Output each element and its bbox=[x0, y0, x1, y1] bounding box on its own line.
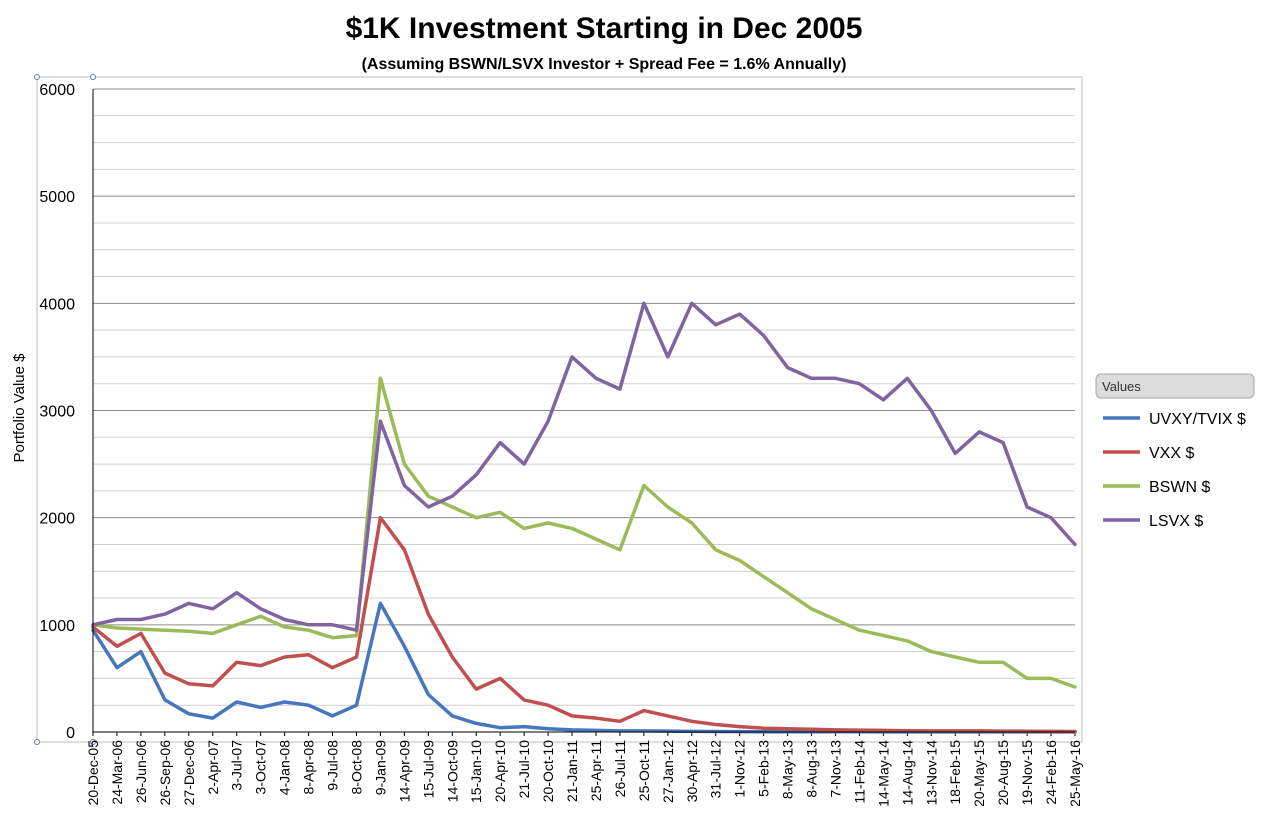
legend-label: UVXY/TVIX $ bbox=[1149, 411, 1246, 428]
x-tick-label: 8-Apr-08 bbox=[301, 740, 317, 795]
legend-label: LSVX $ bbox=[1149, 513, 1203, 530]
y-axis-label: Portfolio Value $ bbox=[11, 353, 28, 463]
x-tick-label: 8-Oct-08 bbox=[348, 740, 364, 795]
y-tick-label: 0 bbox=[66, 725, 75, 742]
series-line bbox=[91, 515, 1077, 734]
x-tick-label: 3-Oct-07 bbox=[253, 740, 269, 795]
selection-handle[interactable] bbox=[34, 74, 40, 80]
legend-header[interactable] bbox=[1095, 373, 1255, 399]
x-tick-label: 27-Jan-12 bbox=[660, 740, 676, 803]
x-tick-label: 20-Dec-05 bbox=[85, 740, 101, 806]
x-tick-label: 31-Jul-12 bbox=[708, 740, 724, 799]
x-tick-label: 20-May-15 bbox=[971, 740, 987, 807]
x-tick-label: 13-Nov-14 bbox=[923, 740, 939, 806]
x-tick-label: 21-Jul-10 bbox=[516, 740, 532, 799]
x-tick-label: 14-Apr-09 bbox=[396, 740, 412, 802]
x-tick-label: 20-Aug-15 bbox=[995, 740, 1011, 806]
x-tick-label: 30-Apr-12 bbox=[684, 740, 700, 802]
y-tick-label: 5000 bbox=[39, 189, 75, 206]
y-tick-label: 4000 bbox=[39, 296, 75, 313]
series-line bbox=[91, 376, 1077, 689]
x-tick-label: 8-Aug-13 bbox=[804, 740, 820, 798]
plot-area bbox=[34, 74, 1083, 745]
y-axis-ticks: 0 1000 2000 3000 4000 5000 6000 bbox=[39, 82, 75, 742]
legend: Values UVXY/TVIX $ VXX $ BSWN $ LSVX $ bbox=[1095, 373, 1255, 530]
x-tick-label: 9-Jan-09 bbox=[372, 740, 388, 795]
x-tick-label: 15-Jul-09 bbox=[420, 740, 436, 799]
x-tick-label: 15-Jan-10 bbox=[468, 740, 484, 803]
x-tick-label: 20-Apr-10 bbox=[492, 740, 508, 802]
x-tick-label: 24-Mar-06 bbox=[109, 740, 125, 805]
series-line bbox=[91, 301, 1077, 632]
y-tick-label: 1000 bbox=[39, 618, 75, 635]
x-tick-label: 11-Feb-14 bbox=[851, 740, 867, 804]
x-tick-label: 27-Dec-06 bbox=[181, 740, 197, 806]
selection-handle[interactable] bbox=[90, 74, 96, 80]
x-tick-label: 18-Feb-15 bbox=[947, 740, 963, 805]
x-tick-label: 4-Jan-08 bbox=[277, 740, 293, 795]
x-tick-label: 7-Nov-13 bbox=[827, 740, 843, 798]
x-tick-label: 5-Feb-13 bbox=[756, 740, 772, 797]
legend-title: Values bbox=[1102, 379, 1141, 394]
x-tick-label: 20-Oct-10 bbox=[540, 740, 556, 802]
x-tick-label: 26-Jun-06 bbox=[133, 740, 149, 803]
x-tick-label: 8-May-13 bbox=[780, 740, 796, 799]
x-tick-label: 14-May-14 bbox=[875, 740, 891, 807]
y-tick-label: 2000 bbox=[39, 511, 75, 528]
y-tick-label: 3000 bbox=[39, 404, 75, 421]
chart-title: $1K Investment Starting in Dec 2005 bbox=[346, 12, 863, 45]
x-tick-label: 3-Jul-07 bbox=[229, 740, 245, 791]
legend-label: VXX $ bbox=[1149, 445, 1194, 462]
x-axis-ticks: 20-Dec-05 24-Mar-06 26-Jun-06 26-Sep-06 27-D… bbox=[85, 732, 1083, 807]
legend-label: BSWN $ bbox=[1149, 479, 1210, 496]
x-tick-label: 2-Apr-07 bbox=[205, 740, 221, 795]
selection-handle[interactable] bbox=[90, 739, 96, 745]
x-tick-label: 1-Nov-12 bbox=[732, 740, 748, 798]
gridlines bbox=[93, 88, 1075, 706]
x-tick-label: 26-Sep-06 bbox=[157, 740, 173, 806]
x-tick-label: 14-Oct-09 bbox=[444, 740, 460, 802]
x-tick-label: 24-Feb-16 bbox=[1043, 740, 1059, 805]
x-tick-label: 14-Aug-14 bbox=[899, 740, 915, 806]
x-tick-label: 26-Jul-11 bbox=[612, 740, 628, 798]
selection-handle[interactable] bbox=[34, 739, 40, 745]
x-tick-label: 25-Oct-11 bbox=[636, 740, 652, 801]
x-tick-label: 9-Jul-08 bbox=[325, 740, 341, 791]
legend-items: UVXY/TVIX $ VXX $ BSWN $ LSVX $ bbox=[1103, 411, 1246, 530]
x-tick-label: 19-Nov-15 bbox=[1019, 740, 1035, 806]
x-tick-label: 25-May-16 bbox=[1067, 740, 1083, 807]
y-tick-label: 6000 bbox=[39, 82, 75, 99]
x-tick-label: 25-Apr-11 bbox=[588, 740, 604, 801]
x-tick-label: 21-Jan-11 bbox=[564, 740, 580, 802]
chart-subtitle: (Assuming BSWN/LSVX Investor + Spread Fe… bbox=[362, 56, 847, 73]
plot-border bbox=[36, 76, 1083, 743]
